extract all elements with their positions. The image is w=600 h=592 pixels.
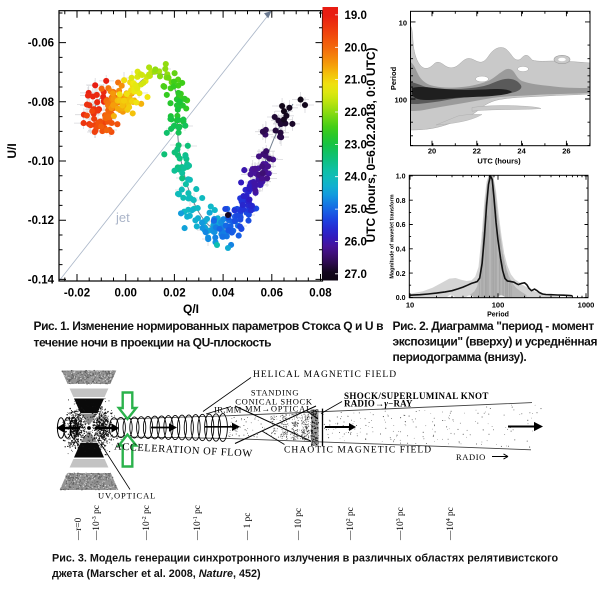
svg-text:Period: Period xyxy=(389,66,398,90)
svg-text:0.06: 0.06 xyxy=(261,288,283,300)
svg-text:Рис. 2. Диаграмма "период - мо: Рис. 2. Диаграмма "период - момент xyxy=(393,319,595,333)
svg-text:RADIO: RADIO xyxy=(456,452,486,462)
svg-text:—r=0: —r=0 xyxy=(74,517,84,541)
svg-text:—10-1 pc: —10-1 pc xyxy=(192,505,203,541)
svg-text:23.0: 23.0 xyxy=(345,139,367,151)
svg-text:0.6: 0.6 xyxy=(396,222,406,229)
svg-text:— 10 pc: — 10 pc xyxy=(294,508,304,541)
svg-text:0.8: 0.8 xyxy=(396,198,406,205)
svg-text:Рис. 1. Изменение нормированны: Рис. 1. Изменение нормированных параметр… xyxy=(34,319,384,333)
svg-text:-0.10: -0.10 xyxy=(28,156,54,168)
svg-text:Q/I: Q/I xyxy=(183,302,199,316)
svg-text:CONICAL SHOCK: CONICAL SHOCK xyxy=(235,396,313,406)
svg-text:-0.12: -0.12 xyxy=(28,215,54,227)
svg-text:STANDING: STANDING xyxy=(251,387,299,397)
svg-text:—10-3 pc: —10-3 pc xyxy=(91,505,102,541)
svg-text:периодограмма (внизу).: периодограмма (внизу). xyxy=(393,350,527,364)
svg-text:24: 24 xyxy=(517,147,526,156)
svg-text:RADIO→γ−RAY: RADIO→γ−RAY xyxy=(344,399,413,409)
svg-text:20.0: 20.0 xyxy=(345,42,367,54)
svg-text:10: 10 xyxy=(399,18,407,27)
svg-text:UTC (hours, 0=6.02.2018, 0:0 U: UTC (hours, 0=6.02.2018, 0:0 UTC) xyxy=(364,47,378,242)
svg-text:0.4: 0.4 xyxy=(396,247,406,254)
svg-text:UTC (hours): UTC (hours) xyxy=(477,157,521,166)
svg-text:20: 20 xyxy=(428,147,436,156)
svg-text:экспозиции" (вверху) и усреднё: экспозиции" (вверху) и усреднённая xyxy=(393,335,598,349)
svg-text:Рис. 3. Модель генерации синхр: Рис. 3. Модель генерации синхротронного … xyxy=(52,553,559,565)
svg-text:22.0: 22.0 xyxy=(345,107,367,119)
svg-text:U/I: U/I xyxy=(5,143,19,158)
svg-text:-0.02: -0.02 xyxy=(64,288,90,300)
svg-text:0.0: 0.0 xyxy=(396,295,406,302)
svg-text:21.0: 21.0 xyxy=(345,75,367,87)
svg-text:0.00: 0.00 xyxy=(115,288,137,300)
svg-text:джета (Marscher et al. 2008, N: джета (Marscher et al. 2008, Nature, 452… xyxy=(52,568,261,580)
svg-text:Magnitude of wavelet transform: Magnitude of wavelet transform xyxy=(390,194,396,278)
svg-text:-0.14: -0.14 xyxy=(28,274,55,286)
svg-text:—104 pc: —104 pc xyxy=(445,507,456,541)
svg-text:0.2: 0.2 xyxy=(396,271,406,278)
svg-text:UV,OPTICAL: UV,OPTICAL xyxy=(98,491,156,501)
svg-text:IR,MM: IR,MM xyxy=(214,405,242,415)
svg-text:27.0: 27.0 xyxy=(345,269,367,281)
svg-text:HELICAL MAGNETIC FIELD: HELICAL MAGNETIC FIELD xyxy=(253,370,397,380)
svg-text:-0.06: -0.06 xyxy=(28,38,54,50)
svg-text:Period: Period xyxy=(487,312,509,319)
svg-text:SHOCK/SUPERLUMINAL KNOT: SHOCK/SUPERLUMINAL KNOT xyxy=(344,391,489,401)
svg-text:jet: jet xyxy=(115,210,130,225)
svg-text:—103 pc: —103 pc xyxy=(395,507,406,541)
svg-text:0.04: 0.04 xyxy=(212,288,235,300)
svg-text:26.0: 26.0 xyxy=(345,236,367,248)
svg-text:10: 10 xyxy=(406,301,414,310)
svg-text:—102 pc: —102 pc xyxy=(345,507,356,541)
svg-text:-0.08: -0.08 xyxy=(28,97,55,109)
svg-text:0.08: 0.08 xyxy=(309,288,332,300)
svg-text:1000: 1000 xyxy=(578,301,595,310)
svg-text:0.02: 0.02 xyxy=(163,288,185,300)
svg-text:—10-2 pc: —10-2 pc xyxy=(141,505,152,541)
svg-text:течение ночи в проекции на QU-: течение ночи в проекции на QU-плоскость xyxy=(34,336,272,350)
svg-text:— 1 pc: — 1 pc xyxy=(243,513,253,541)
svg-text:100: 100 xyxy=(394,96,407,105)
svg-text:19.0: 19.0 xyxy=(345,10,367,22)
svg-text:1.0: 1.0 xyxy=(396,174,406,181)
svg-text:100: 100 xyxy=(492,301,505,310)
svg-text:25.0: 25.0 xyxy=(345,204,367,216)
svg-text:MM→OPTICAL: MM→OPTICAL xyxy=(245,404,312,414)
svg-text:22: 22 xyxy=(473,147,481,156)
svg-text:CHAOTIC MAGNETIC FIELD: CHAOTIC MAGNETIC FIELD xyxy=(284,446,432,456)
svg-text:24.0: 24.0 xyxy=(345,172,367,184)
svg-text:26: 26 xyxy=(562,147,570,156)
